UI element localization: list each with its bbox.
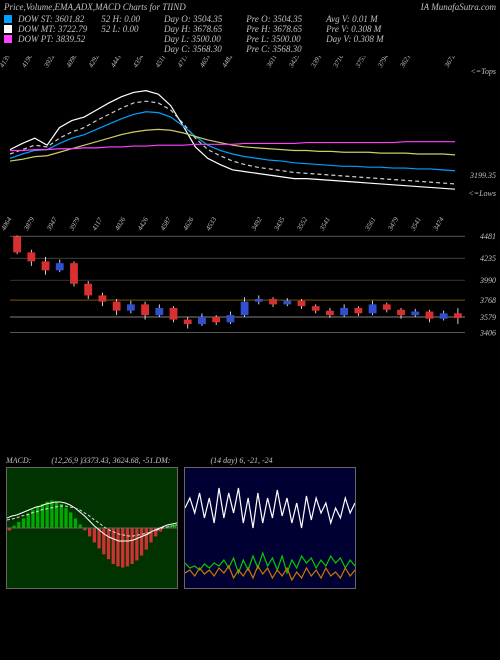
stat-dayv: Day V: 0.308 M [326,34,383,44]
stats-day: Day O: 3504.35Day H: 3678.65Day L: 3500.… [164,14,232,54]
ema-line-chart: 4139 4190 3922 4098 4292 4441 4354 4511 4717 4651… [0,56,500,216]
adx-panel [184,467,356,589]
macd-label: MACD: [6,456,31,465]
svg-text:3879: 3879 [22,216,37,233]
svg-text:4511: 4511 [154,56,168,69]
svg-text:4481: 4481 [480,232,496,241]
macd-panel [6,467,178,589]
svg-text:3391: 3391 [309,56,323,70]
svg-text:4292: 4292 [87,56,101,69]
svg-text:4064: 4064 [0,216,14,232]
spacer [0,346,500,456]
stat-dayc: Day C: 3568.30 [164,44,222,54]
svg-text:3561: 3561 [363,216,377,233]
chart-source: IA MunafaSutra.com [421,2,496,12]
svg-text:3406: 3406 [479,329,496,338]
svg-text:4139: 4139 [0,56,12,69]
svg-text:4587: 4587 [159,216,173,232]
svg-text:4026: 4026 [113,216,127,232]
stat-dayo: Day O: 3504.35 [164,14,222,24]
legend-dowst: DOW ST: 3601.82 [4,14,87,24]
dow-legend: DOW ST: 3601.82DOW MT: 3722.79DOW PT: 38… [4,14,87,54]
macd-params: (12,26,9 )3373.43, 3624.68, -51.DM: [51,456,170,465]
svg-text:<=Lows: <=Lows [468,189,496,198]
svg-text:3479: 3479 [386,216,401,233]
chart-header: Price,Volume,EMA,ADX,MACD Charts for TII… [0,0,500,14]
lower-panels [0,467,500,589]
svg-text:3672: 3672 [442,56,457,70]
svg-text:4190: 4190 [20,56,34,69]
svg-text:4117: 4117 [91,216,105,232]
stat-dayl: Day L: 3500.00 [164,34,222,44]
svg-text:3979: 3979 [67,216,82,233]
svg-text:3947: 3947 [45,216,60,233]
stat-preo: Pre O: 3504.35 [246,14,302,24]
stats-pre: Pre O: 3504.35Pre H: 3678.65Pre L: 3500.… [246,14,312,54]
svg-text:4426: 4426 [136,216,150,232]
svg-text:4441: 4441 [109,56,123,69]
svg-text:3621: 3621 [398,56,412,70]
svg-text:3922: 3922 [42,56,57,70]
stat-52l: 52 L: 0.00 [101,24,140,34]
svg-text:3579: 3579 [479,313,496,322]
svg-text:3474: 3474 [431,216,446,233]
stat-prec: Pre C: 3568.30 [246,44,302,54]
svg-text:4533: 4533 [204,216,218,232]
svg-text:3541: 3541 [409,216,423,233]
svg-text:3492: 3492 [249,216,264,233]
candlestick-chart: 4481 4235 3990 3768 3579 3406 4064 3879 3947 3979… [0,216,500,346]
svg-text:4626: 4626 [182,216,196,232]
adx-params: (14 day) 6, -21, -24 [210,456,272,465]
stats-52w: 52 H: 0.0052 L: 0.00 [101,14,150,54]
svg-text:4098: 4098 [65,56,79,69]
stat-avgv: Avg V: 0.01 M [326,14,383,24]
stat-prev: Pre V: 0.308 M [326,24,383,34]
stat-52h: 52 H: 0.00 [101,14,140,24]
lower-labels: MACD: (12,26,9 )3373.43, 3624.68, -51.DM… [0,456,500,467]
legend-dowmt: DOW MT: 3722.79 [4,24,87,34]
svg-text:3552: 3552 [295,216,310,233]
svg-text:3611: 3611 [264,56,278,70]
stat-dayh: Day H: 3678.65 [164,24,222,34]
info-bar: DOW ST: 3601.82DOW MT: 3722.79DOW PT: 38… [0,14,500,56]
stat-prel: Pre L: 3500.00 [246,34,302,44]
stat-preh: Pre H: 3678.65 [246,24,302,34]
svg-text:3710: 3710 [331,56,346,70]
svg-text:4235: 4235 [480,254,496,263]
svg-text:3199.35: 3199.35 [469,171,496,180]
svg-text:3794: 3794 [376,56,391,70]
svg-text:3990: 3990 [479,276,496,285]
svg-text:4651: 4651 [198,56,212,69]
svg-text:3435: 3435 [272,216,287,233]
svg-text:3425: 3425 [287,56,302,70]
svg-text:4354: 4354 [131,56,145,69]
svg-text:3541: 3541 [318,216,332,233]
svg-text:4717: 4717 [176,56,190,69]
chart-title: Price,Volume,EMA,ADX,MACD Charts for TII… [4,2,186,12]
svg-text:<=Tops: <=Tops [470,67,496,76]
svg-text:3768: 3768 [479,296,496,305]
stats-vol: Avg V: 0.01 MPre V: 0.308 MDay V: 0.308 … [326,14,393,54]
svg-text:3753: 3753 [353,56,368,70]
legend-dowpt: DOW PT: 3839.52 [4,34,87,44]
svg-text:4482: 4482 [220,56,234,69]
